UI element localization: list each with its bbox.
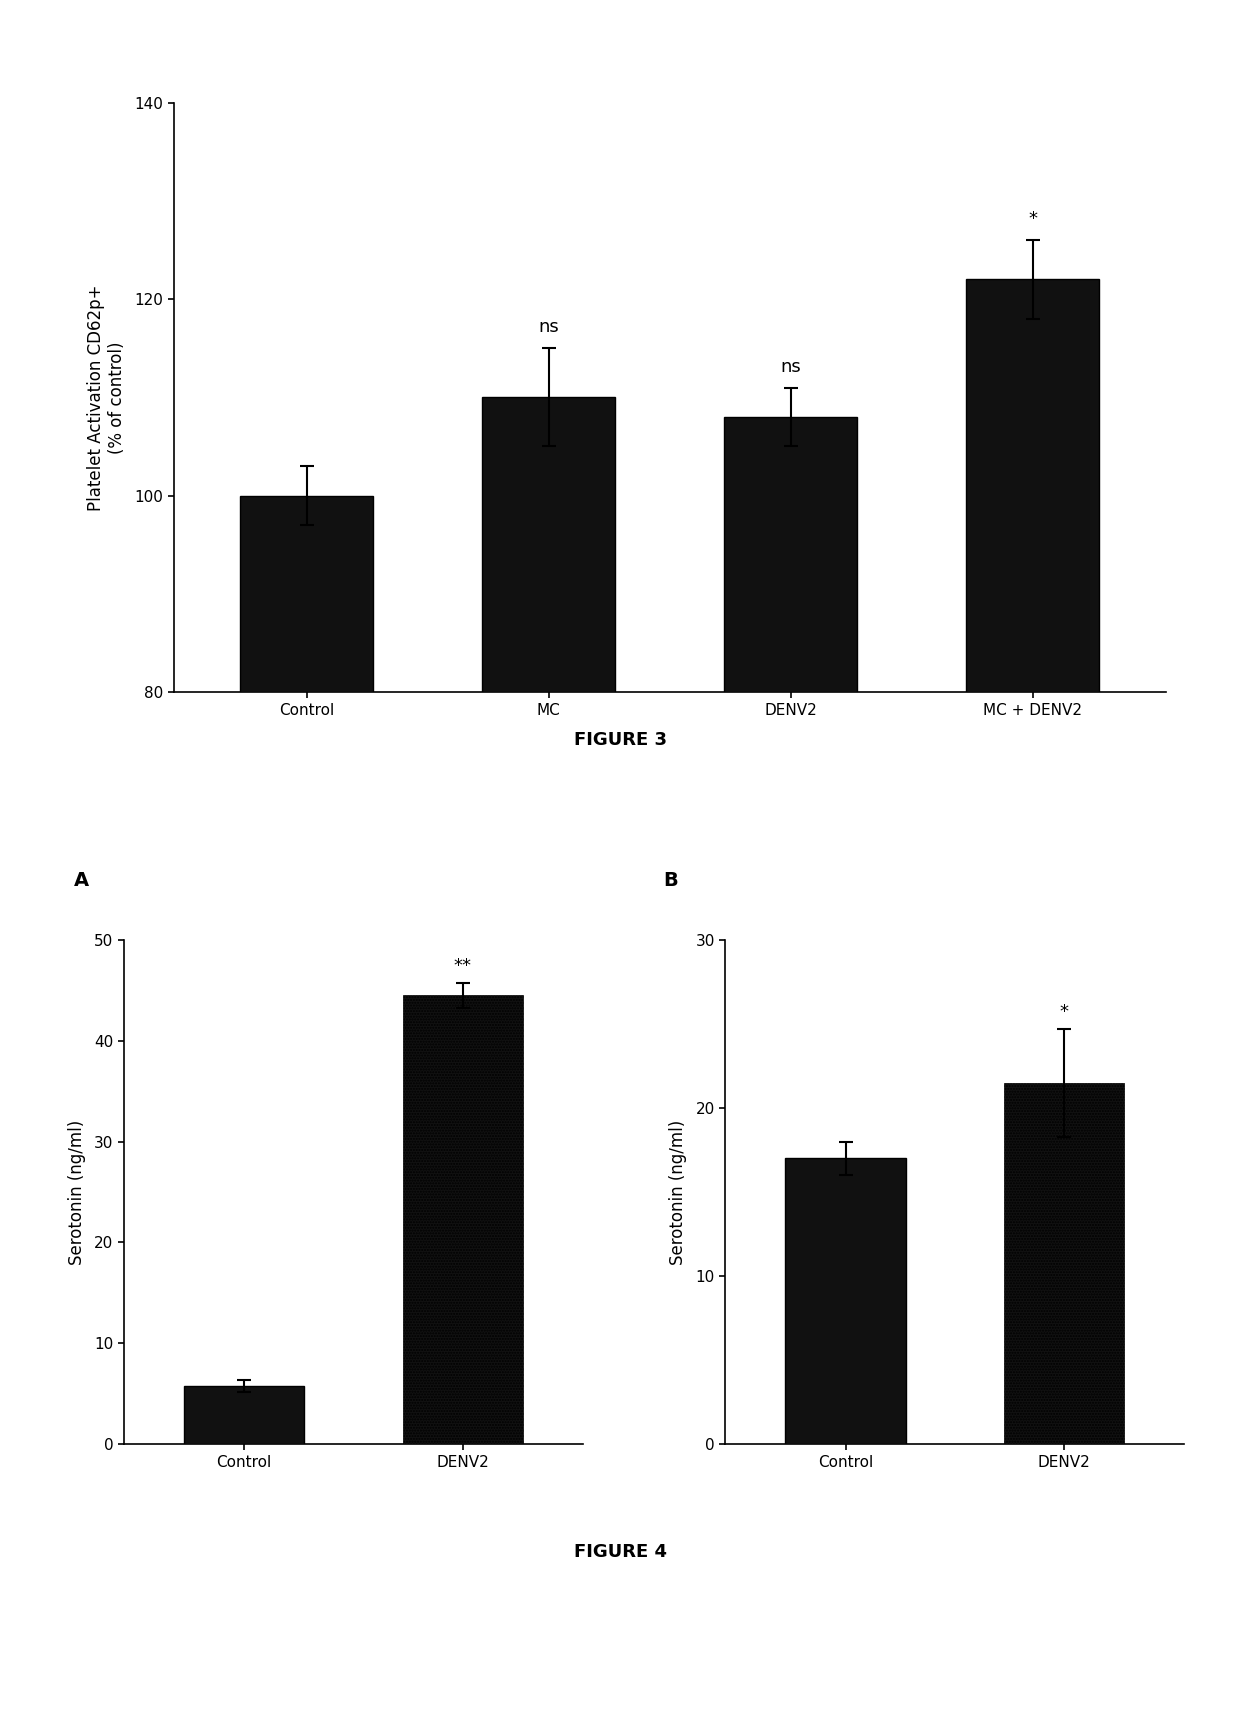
Bar (403, 995, 523, 1444)
Bar (966, 280, 1099, 692)
Bar (241, 496, 373, 692)
Text: *: * (1028, 210, 1037, 229)
Text: B: B (663, 870, 678, 890)
Text: *: * (1059, 1003, 1069, 1020)
Text: ns: ns (780, 357, 801, 376)
Y-axis label: Serotonin (ng/ml): Serotonin (ng/ml) (670, 1119, 687, 1265)
Y-axis label: Serotonin (ng/ml): Serotonin (ng/ml) (68, 1119, 86, 1265)
Bar (482, 398, 615, 692)
Bar (724, 417, 857, 692)
Text: FIGURE 4: FIGURE 4 (573, 1543, 667, 1560)
Text: FIGURE 3: FIGURE 3 (573, 731, 667, 749)
Bar (785, 1159, 905, 1444)
Bar (1004, 1084, 1125, 1444)
Text: ns: ns (538, 318, 559, 337)
Bar (184, 1386, 304, 1444)
Text: A: A (74, 870, 89, 890)
Y-axis label: Platelet Activation CD62p+
(% of control): Platelet Activation CD62p+ (% of control… (87, 284, 126, 511)
Text: **: ** (454, 957, 471, 976)
